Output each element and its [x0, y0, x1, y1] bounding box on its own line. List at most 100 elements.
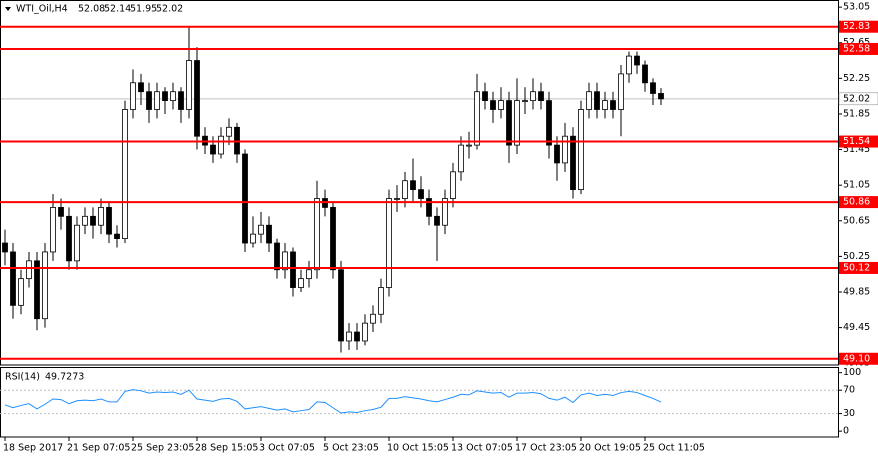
x-tick-label: 25 Sep 23:05 — [131, 443, 194, 454]
candle-body — [434, 215, 440, 226]
y-tick-label: 51.05 — [843, 180, 870, 191]
candle-body — [290, 251, 296, 288]
candle-body — [450, 171, 456, 199]
candle-body — [346, 331, 352, 342]
candle-body — [186, 60, 192, 110]
level-label-box — [839, 196, 878, 209]
last-low: 51.95 — [130, 4, 157, 15]
current-price-label: 52.02 — [843, 93, 870, 104]
candle-body — [498, 100, 504, 110]
candle-body — [338, 269, 344, 342]
level-label: 52.58 — [843, 43, 870, 54]
candle-body — [250, 233, 256, 244]
candle-body — [130, 82, 136, 110]
candle-body — [554, 144, 560, 164]
rsi-line — [4, 389, 662, 414]
candle-body — [594, 91, 600, 110]
candle-body — [426, 198, 432, 217]
candle-body — [418, 189, 424, 199]
rsi-frame — [0, 367, 839, 438]
candle-body — [138, 82, 144, 93]
candle-body — [522, 100, 528, 102]
candle-body — [26, 260, 32, 280]
candle-body — [562, 135, 568, 164]
candle-body — [98, 207, 104, 226]
candle-body — [610, 100, 616, 110]
candle-body — [18, 278, 24, 306]
x-tick-label: 13 Oct 07:05 — [451, 443, 513, 454]
candle-body — [10, 251, 16, 306]
rsi-tick-label: 0 — [843, 426, 849, 437]
candle-body — [170, 91, 176, 101]
y-tick-label: 49.85 — [843, 287, 870, 298]
candle-body — [402, 180, 408, 199]
candle-body — [578, 109, 584, 191]
candle-body — [34, 260, 40, 320]
candle-body — [306, 269, 312, 280]
candle-body — [650, 82, 656, 94]
rsi-name: RSI(14) — [5, 372, 40, 383]
level-label-box — [839, 20, 878, 33]
candle-body — [330, 207, 336, 271]
candle-body — [122, 109, 128, 239]
candle-body — [146, 91, 152, 110]
level-label: 51.54 — [843, 136, 870, 147]
level-label: 50.12 — [843, 262, 870, 273]
y-tick-label: 50.25 — [843, 251, 870, 262]
level-label: 49.10 — [843, 353, 870, 364]
candle-body — [514, 100, 520, 146]
x-tick-label: 28 Sep 15:05 — [195, 443, 258, 454]
candle-body — [66, 215, 72, 262]
candle-body — [618, 73, 624, 110]
candle-body — [162, 91, 168, 101]
rsi-tick-label: 100 — [843, 367, 861, 378]
candle-body — [106, 207, 112, 235]
candle-body — [314, 198, 320, 271]
candle-body — [378, 287, 384, 315]
candle-body — [354, 331, 360, 342]
candle-body — [178, 91, 184, 110]
candle-body — [410, 180, 416, 191]
y-tick-label: 49.45 — [843, 322, 870, 333]
x-tick-label: 21 Sep 07:05 — [67, 443, 130, 454]
candle-body — [546, 100, 552, 146]
y-tick-label: 50.65 — [843, 215, 870, 226]
x-tick-label: 25 Oct 11:05 — [643, 443, 705, 454]
candle-body — [634, 55, 640, 66]
candle-body — [506, 100, 512, 146]
level-label: 50.86 — [843, 197, 870, 208]
candle-body — [442, 198, 448, 226]
x-tick-label: 3 Oct 07:05 — [259, 443, 315, 454]
candle-body — [210, 144, 216, 155]
y-tick-label: 51.85 — [843, 108, 870, 119]
candle-body — [458, 144, 464, 173]
candle-body — [2, 242, 8, 253]
price-frame — [0, 0, 839, 366]
x-tick-label: 20 Oct 19:05 — [579, 443, 641, 454]
candle-body — [82, 215, 88, 226]
candle-body — [370, 313, 376, 324]
x-tick-label: 10 Oct 15:05 — [387, 443, 449, 454]
candle-body — [602, 100, 608, 110]
x-tick-label: 5 Oct 23:05 — [323, 443, 379, 454]
level-label-box — [839, 261, 878, 274]
candle-body — [642, 64, 648, 84]
last-high: 52.14 — [104, 4, 131, 15]
y-tick-label: 52.25 — [843, 73, 870, 84]
candle-body — [658, 93, 664, 100]
x-tick-label: 18 Sep 2017 — [3, 443, 63, 454]
candle-body — [362, 322, 368, 342]
level-label: 52.83 — [843, 21, 870, 32]
menu-arrow[interactable] — [5, 7, 11, 11]
candle-body — [258, 224, 264, 235]
x-tick-label: 17 Oct 23:05 — [515, 443, 577, 454]
level-label-box — [839, 135, 878, 148]
rsi-tick-label: 70 — [843, 385, 855, 396]
candle-body — [490, 100, 496, 110]
candle-body — [50, 207, 56, 253]
candle-body — [570, 135, 576, 191]
candle-body — [482, 91, 488, 101]
y-tick-label: 53.05 — [843, 2, 870, 13]
